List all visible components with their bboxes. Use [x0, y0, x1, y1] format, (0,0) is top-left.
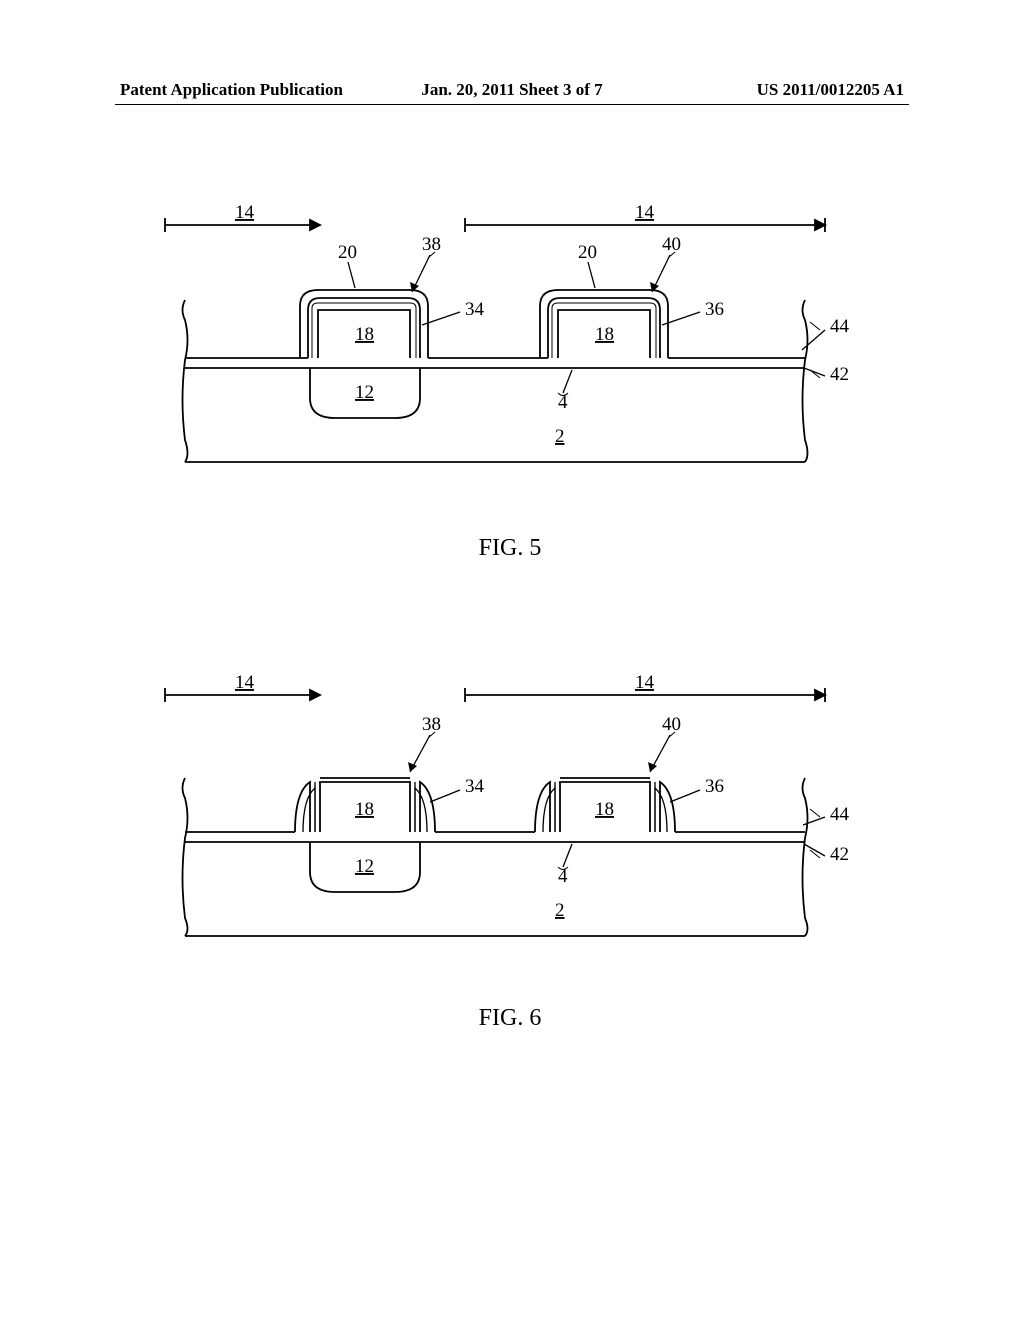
ref-2: 2 — [555, 426, 565, 447]
ref-14: 14 — [235, 202, 255, 223]
ref-12-6: 12 — [355, 856, 374, 877]
figure-6-label: FIG. 6 — [160, 1005, 860, 1032]
ref-42: 42 — [830, 364, 849, 385]
ref-36: 36 — [705, 299, 724, 320]
ref-18-right: 18 — [595, 324, 614, 345]
publication-number: US 2011/0012205 A1 — [757, 80, 904, 100]
ref-20-left: 20 — [338, 242, 357, 263]
figure-5-label: FIG. 5 — [160, 535, 860, 562]
ref-20-right: 20 — [578, 242, 597, 263]
dim-14-right-6: 14 — [465, 672, 825, 702]
ref-38: 38 — [422, 234, 441, 255]
ref-34-6: 34 — [465, 776, 485, 797]
figure-6-container: 14 14 — [160, 670, 860, 1032]
date-sheet: Jan. 20, 2011 Sheet 3 of 7 — [421, 80, 602, 100]
ref-44: 44 — [830, 316, 850, 337]
figure-6-svg: 14 14 — [160, 670, 860, 970]
ref-12: 12 — [355, 382, 374, 403]
figure-5-container: 14 14 — [160, 200, 860, 562]
page-header: Patent Application Publication Jan. 20, … — [0, 80, 1024, 110]
ref-18-right-6: 18 — [595, 799, 614, 820]
ref-44-6: 44 — [830, 804, 850, 825]
ref-2-6: 2 — [555, 900, 565, 921]
ref-42-6: 42 — [830, 844, 849, 865]
ref-14-b: 14 — [635, 202, 655, 223]
ref-18-left-6: 18 — [355, 799, 374, 820]
publication-type: Patent Application Publication — [120, 80, 343, 100]
ref-34: 34 — [465, 299, 485, 320]
figure-5-svg: 14 14 — [160, 200, 860, 500]
dim-14-left-6: 14 — [165, 672, 320, 702]
ref-40: 40 — [662, 234, 681, 255]
ref-38-6: 38 — [422, 714, 441, 735]
ref-14-6b: 14 — [635, 672, 655, 693]
dim-14-right: 14 — [465, 202, 825, 232]
ref-14-6a: 14 — [235, 672, 255, 693]
header-rule — [115, 104, 909, 105]
ref-36-6: 36 — [705, 776, 724, 797]
ref-18-left: 18 — [355, 324, 374, 345]
ref-40-6: 40 — [662, 714, 681, 735]
dim-14-left: 14 — [165, 202, 320, 232]
